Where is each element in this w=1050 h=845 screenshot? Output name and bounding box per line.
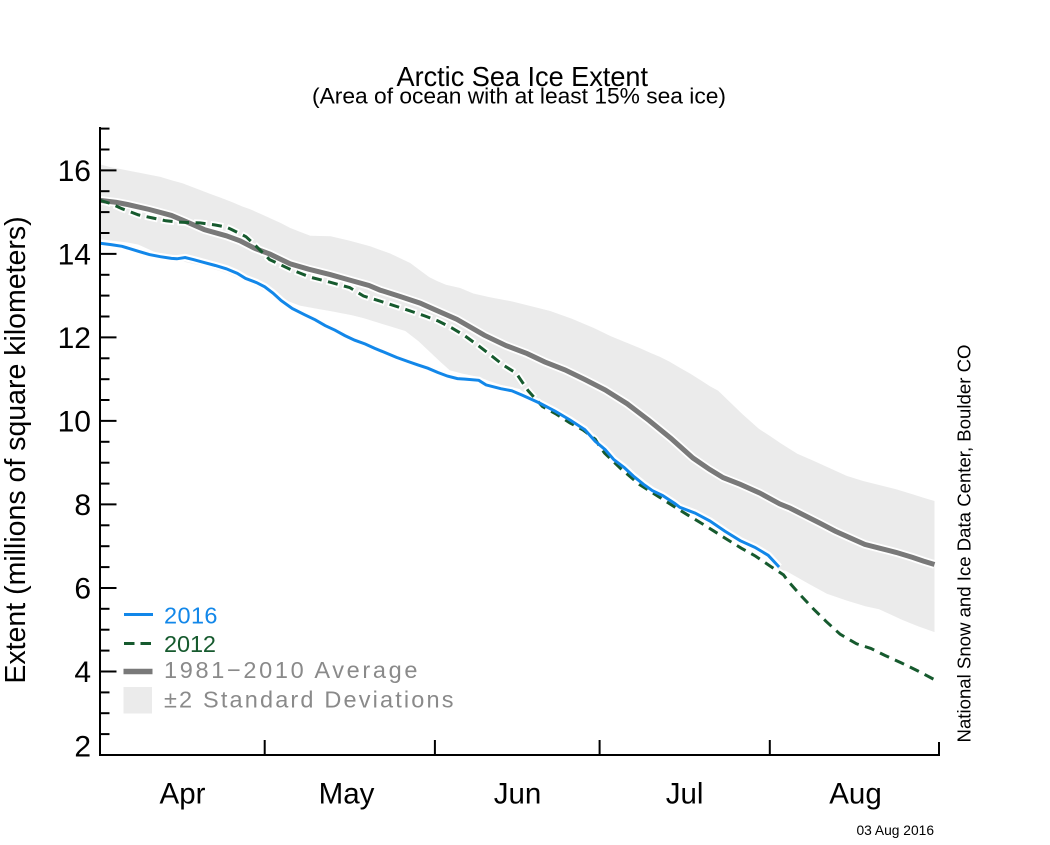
svg-text:14: 14 — [58, 238, 91, 271]
svg-text:National Snow and Ice Data Cen: National Snow and Ice Data Center, Bould… — [954, 345, 975, 743]
svg-text:2012: 2012 — [164, 631, 216, 657]
svg-text:10: 10 — [58, 405, 91, 438]
svg-text:Apr: Apr — [160, 778, 206, 811]
svg-text:Jul: Jul — [666, 778, 704, 811]
svg-text:Aug: Aug — [829, 778, 882, 811]
svg-text:(Area of ocean with at least 1: (Area of ocean with at least 15% sea ice… — [312, 84, 726, 109]
svg-text:±2 Standard Deviations: ±2 Standard Deviations — [164, 687, 454, 713]
svg-text:2: 2 — [74, 731, 91, 764]
svg-text:4: 4 — [74, 656, 91, 689]
svg-text:03 Aug 2016: 03 Aug 2016 — [857, 823, 935, 838]
svg-text:2016: 2016 — [164, 603, 218, 629]
svg-text:Arctic Sea Ice Extent: Arctic Sea Ice Extent — [397, 61, 649, 92]
svg-text:6: 6 — [74, 573, 91, 606]
svg-text:May: May — [319, 778, 375, 811]
svg-text:12: 12 — [58, 322, 91, 355]
svg-text:16: 16 — [58, 155, 91, 188]
svg-text:Extent (millions of square kil: Extent (millions of square kilometers) — [0, 216, 32, 683]
svg-text:Jun: Jun — [494, 778, 542, 811]
svg-text:8: 8 — [74, 489, 91, 522]
svg-text:1981−2010 Average: 1981−2010 Average — [164, 657, 418, 683]
